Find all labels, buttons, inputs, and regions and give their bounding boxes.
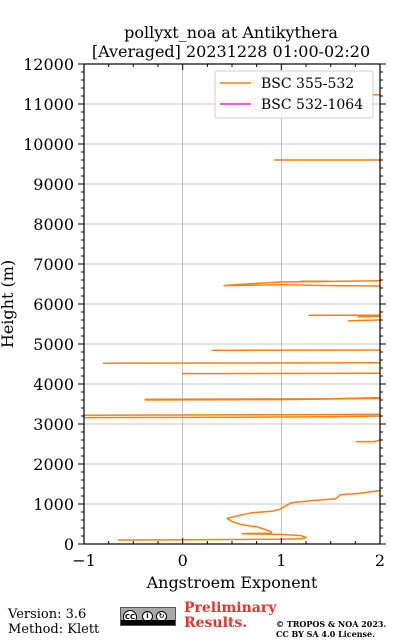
legend-label-bsc-532-1064: BSC 532-1064 <box>261 97 363 113</box>
x-tick-label: −1 <box>72 551 96 570</box>
version-text: Version: 3.6 <box>8 607 87 622</box>
method-text: Method: Klett <box>8 622 100 637</box>
y-tick-label: 5000 <box>33 335 74 354</box>
chart-subtitle: [Averaged] 20231228 01:00-02:20 <box>92 42 370 61</box>
y-tick-label: 8000 <box>33 215 74 234</box>
y-tick-label: 3000 <box>33 415 74 434</box>
license-note: © TROPOS & NOA 2023. CC BY SA 4.0 Licens… <box>276 619 386 639</box>
legend: BSC 355-532 BSC 532-1064 <box>214 70 374 119</box>
series-line <box>144 396 381 400</box>
y-tick-label: 2000 <box>33 455 74 474</box>
angstroem-profile-chart: pollyxt_noa at Antikythera [Averaged] 20… <box>0 23 386 592</box>
y-tick-label: 4000 <box>33 375 74 394</box>
preliminary-results-note: Preliminary Results. <box>184 601 276 631</box>
y-axis-label: Height (m) <box>0 260 17 348</box>
y-tick-label: 12000 <box>23 55 74 74</box>
cc-badge-bar <box>121 620 175 625</box>
preliminary-line-1: Preliminary <box>184 600 277 616</box>
series-line <box>355 439 381 443</box>
legend-box <box>214 70 374 119</box>
chart-title: pollyxt_noa at Antikythera <box>124 23 338 42</box>
series-line <box>83 413 381 416</box>
cc-by-sa-badge: CC i ↻ <box>120 607 176 626</box>
axes: −1 0 1 201000200030004000500060007000800090… <box>23 55 386 570</box>
license-line-2: CC BY SA 4.0 License. <box>276 629 375 639</box>
license-line-1: © TROPOS & NOA 2023. <box>276 619 387 629</box>
x-tick-label: 1 <box>276 551 286 570</box>
y-tick-label: 0 <box>64 535 74 554</box>
series-line <box>83 415 381 419</box>
y-tick-label: 1000 <box>33 495 74 514</box>
legend-label-bsc-355-532: BSC 355-532 <box>261 76 354 92</box>
y-tick-label: 9000 <box>33 175 74 194</box>
x-tick-label: 2 <box>375 551 385 570</box>
y-tick-label: 10000 <box>23 135 74 154</box>
x-tick-label: 0 <box>178 551 188 570</box>
series-line <box>117 490 381 541</box>
grid <box>83 63 381 545</box>
series-line <box>347 319 381 322</box>
x-axis-label: Angstroem Exponent <box>146 573 318 592</box>
y-tick-label: 7000 <box>33 255 74 274</box>
plot-area <box>83 94 381 541</box>
preliminary-line-2: Results. <box>184 615 248 631</box>
series-line <box>226 280 381 286</box>
y-tick-label: 6000 <box>33 295 74 314</box>
series-line <box>223 284 381 287</box>
y-tick-label: 11000 <box>23 95 74 114</box>
